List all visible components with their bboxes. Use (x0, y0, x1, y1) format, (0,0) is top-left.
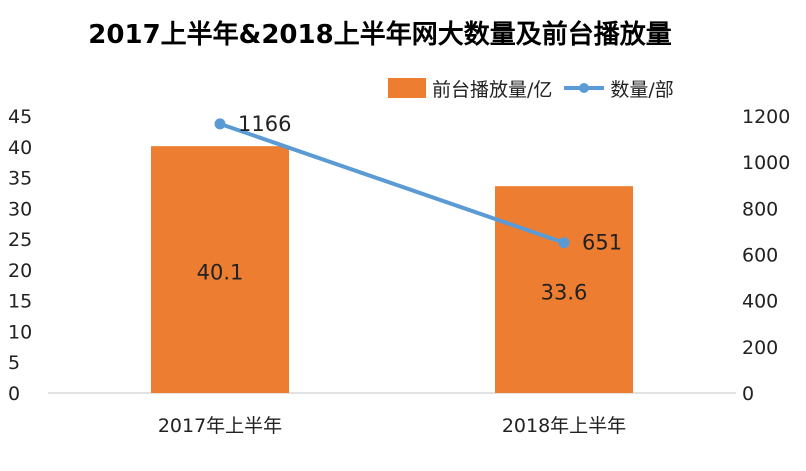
legend-bar-swatch (388, 78, 426, 98)
line-point (214, 118, 226, 130)
bar-data-label: 33.6 (541, 281, 588, 305)
line-data-label: 651 (582, 231, 622, 255)
x-tick-label: 2017年上半年 (158, 415, 282, 437)
legend-label-bar: 前台播放量/亿 (432, 78, 553, 101)
y-right-tick-label: 1200 (742, 106, 790, 128)
bar-data-label: 40.1 (197, 261, 244, 285)
legend-item-bar: 前台播放量/亿 (388, 75, 552, 102)
y-right-tick-label: 600 (742, 245, 778, 267)
y-left-tick-label: 30 (8, 198, 32, 220)
y-left-tick-label: 45 (8, 106, 32, 128)
bar (495, 186, 633, 393)
legend-item-line: 数量/部 (564, 75, 674, 102)
y-right-tick-label: 1000 (742, 152, 790, 174)
y-left-tick-label: 40 (8, 137, 32, 159)
line-series (219, 121, 565, 245)
y-left-tick-label: 20 (8, 260, 32, 282)
line-point (558, 237, 570, 249)
y-left-tick-label: 15 (8, 291, 32, 313)
bar (151, 146, 289, 393)
x-tick-label: 2018年上半年 (502, 415, 626, 437)
y-left-tick-label: 5 (8, 352, 20, 374)
y-left-tick-label: 25 (8, 229, 32, 251)
y-left-tick-label: 35 (8, 168, 32, 190)
line-data-label: 1166 (238, 112, 291, 136)
y-right-tick-label: 200 (742, 337, 778, 359)
legend-label-line: 数量/部 (610, 78, 674, 101)
y-left-tick-label: 0 (8, 383, 20, 405)
y-left-tick-label: 10 (8, 321, 32, 343)
legend-line-swatch (564, 83, 605, 93)
chart-title: 2017上半年&2018上半年网大数量及前台播放量 (88, 20, 672, 50)
y-right-tick-label: 800 (742, 198, 778, 220)
legend: 前台播放量/亿 数量/部 (388, 74, 686, 102)
y-right-tick-label: 400 (742, 291, 778, 313)
y-right-tick-label: 0 (742, 383, 754, 405)
